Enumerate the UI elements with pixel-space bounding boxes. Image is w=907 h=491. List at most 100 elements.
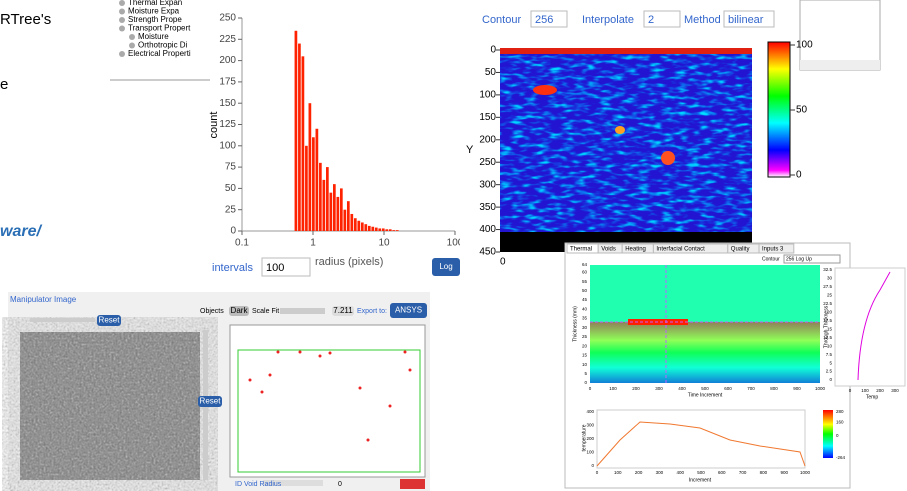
tree-item: Moisture Expa — [128, 7, 180, 16]
tick-label: 300 — [655, 386, 663, 391]
tick-label: 25 — [582, 334, 588, 339]
bar — [322, 179, 326, 231]
tick-label: 800 — [770, 386, 778, 391]
y-tick-label: 100 — [219, 140, 236, 151]
tick-label: 10 — [827, 343, 833, 348]
bar — [353, 218, 357, 231]
tick-label: 200 — [876, 388, 884, 393]
colorbar-label: 0 — [796, 170, 802, 181]
tree-item: Strength Prope — [128, 15, 182, 24]
tick-label: 5 — [829, 360, 832, 365]
tick-label: 600 — [724, 386, 732, 391]
manipulator-panel: Manipulator Image Reset Reset Objects Dark Sc… — [8, 292, 430, 491]
button[interactable] — [390, 303, 427, 318]
bar — [308, 103, 312, 231]
bar — [357, 220, 361, 231]
button[interactable] — [432, 258, 460, 276]
slider[interactable] — [263, 480, 323, 486]
bar — [374, 227, 378, 231]
tick-label: 200 — [586, 436, 594, 441]
void-dot — [328, 351, 332, 355]
doc-link[interactable]: ware/ — [0, 223, 42, 240]
tab-label: Voids — [601, 247, 616, 253]
tick-label: 300 — [586, 423, 594, 428]
axis-label: Time Increment — [688, 392, 723, 398]
bottom-plot — [596, 409, 806, 469]
plot-bg — [210, 0, 465, 282]
control: Interpolate — [582, 14, 634, 26]
bar — [381, 228, 385, 231]
void-dot — [318, 354, 322, 358]
tree-item: Transport Propert — [128, 24, 191, 33]
button[interactable] — [198, 396, 222, 407]
input[interactable] — [530, 10, 568, 28]
thermal-panel: Thermal Voids Heating Interfacial Contact Qu… — [564, 242, 906, 489]
y-tick-label: 350 — [479, 202, 496, 213]
tick-label: 27.5 — [823, 284, 832, 289]
control: 256 — [535, 14, 553, 26]
bar — [388, 229, 392, 231]
bar — [395, 230, 399, 231]
y-tick-label: 75 — [225, 162, 237, 173]
tick-label: 100 — [614, 470, 622, 475]
x-tick-label: 0 — [500, 257, 506, 268]
x-tick-label: 100 — [447, 238, 464, 249]
void-dot — [366, 438, 370, 442]
intervals-input[interactable] — [261, 257, 311, 277]
slider[interactable] — [280, 308, 325, 314]
slider[interactable] — [30, 318, 95, 322]
x-tick-label: 10 — [378, 238, 390, 249]
x-tick-label: 0.1 — [235, 238, 249, 249]
y-tick-label: 400 — [479, 224, 496, 235]
tree-panel — [110, 0, 210, 80]
tick-label: -264 — [836, 455, 846, 460]
tree-icon — [119, 51, 125, 57]
tick-label: 20 — [827, 309, 833, 314]
button[interactable] — [332, 306, 354, 316]
void-dot — [268, 373, 272, 377]
input[interactable] — [723, 10, 775, 28]
tick-label: 100 — [586, 450, 594, 455]
tick-label: 160 — [836, 419, 844, 424]
y-axis-label: Y — [466, 144, 474, 156]
y-tick-label: 25 — [225, 204, 237, 215]
bar — [339, 188, 343, 231]
button-label: Log — [439, 262, 452, 271]
tree-item: Thermal Expan — [128, 0, 182, 7]
control: Contour — [482, 14, 521, 26]
scrollbar[interactable] — [800, 60, 880, 70]
y-axis-label: count — [208, 112, 220, 139]
contour-plot-overlay — [590, 322, 820, 383]
tick-label: 45 — [582, 297, 588, 302]
tick-label: 7.5 — [826, 352, 833, 357]
tab[interactable] — [758, 243, 795, 254]
y-tick-label: 250 — [479, 157, 496, 168]
bar — [298, 43, 301, 232]
y-tick-label: 100 — [479, 90, 496, 101]
input[interactable] — [643, 10, 681, 28]
y-tick-label: 250 — [219, 13, 236, 24]
button[interactable] — [229, 306, 249, 316]
y-tick-label: 200 — [219, 55, 236, 66]
heatmap-blob — [661, 151, 675, 165]
dropdown[interactable] — [783, 254, 841, 264]
colorbar — [767, 41, 791, 178]
tick-label: 0 — [849, 388, 852, 393]
tick-label: 280 — [836, 409, 844, 414]
indicator — [400, 479, 425, 489]
colorbar-label: 50 — [796, 105, 808, 116]
tick-label: 400 — [586, 409, 594, 414]
button[interactable] — [97, 315, 121, 326]
side-plot — [834, 267, 906, 387]
y-tick-label: 0 — [490, 45, 496, 56]
heatmap-stripe — [500, 48, 752, 54]
tick-label: 12.5 — [823, 335, 832, 340]
tree-icon — [119, 8, 125, 15]
void-dot — [358, 386, 362, 390]
button-label: Dark — [231, 306, 249, 315]
bar — [367, 225, 371, 231]
tab-label: Thermal — [570, 247, 592, 253]
